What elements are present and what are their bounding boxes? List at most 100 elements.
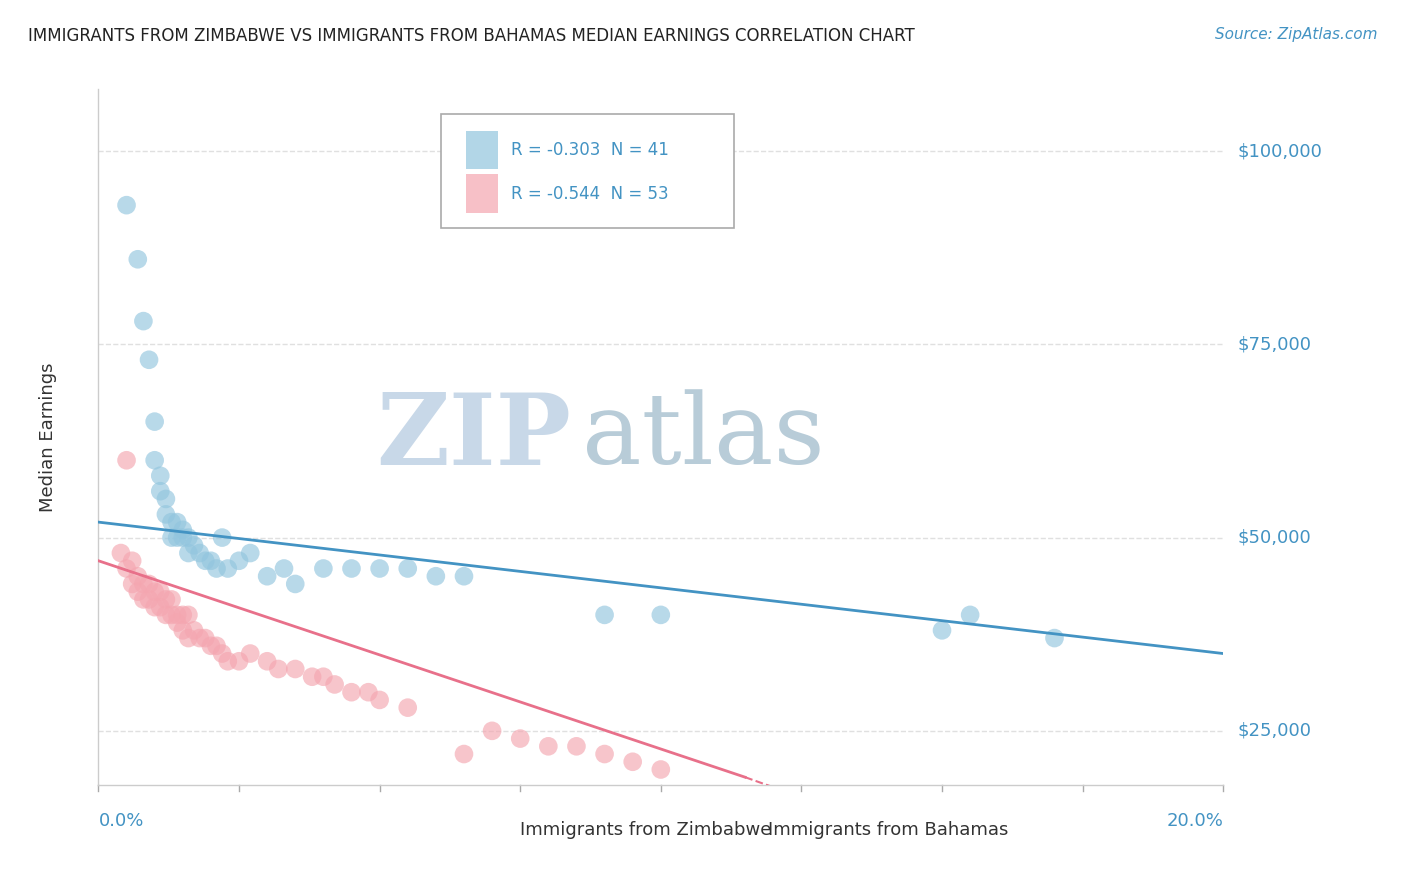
Point — [143, 584, 166, 599]
Text: Immigrants from Bahamas: Immigrants from Bahamas — [768, 822, 1008, 839]
Point — [200, 554, 222, 568]
Point — [166, 531, 188, 545]
FancyBboxPatch shape — [441, 113, 734, 228]
Point — [650, 607, 672, 622]
Point — [357, 685, 380, 699]
Point — [267, 662, 290, 676]
Point — [177, 546, 200, 560]
Point — [959, 607, 981, 622]
Point — [183, 538, 205, 552]
Text: $100,000: $100,000 — [1237, 142, 1322, 160]
Point — [368, 561, 391, 575]
Point — [323, 677, 346, 691]
Point — [155, 592, 177, 607]
Point — [453, 569, 475, 583]
Point — [565, 739, 588, 754]
Point — [149, 584, 172, 599]
Text: ZIP: ZIP — [375, 389, 571, 485]
Point — [211, 531, 233, 545]
Point — [177, 631, 200, 645]
Point — [172, 523, 194, 537]
Point — [138, 352, 160, 367]
Text: Source: ZipAtlas.com: Source: ZipAtlas.com — [1215, 27, 1378, 42]
Point — [132, 577, 155, 591]
Text: $50,000: $50,000 — [1237, 529, 1310, 547]
Text: IMMIGRANTS FROM ZIMBABWE VS IMMIGRANTS FROM BAHAMAS MEDIAN EARNINGS CORRELATION : IMMIGRANTS FROM ZIMBABWE VS IMMIGRANTS F… — [28, 27, 915, 45]
Point — [115, 561, 138, 575]
Point — [217, 561, 239, 575]
Point — [132, 314, 155, 328]
Point — [650, 763, 672, 777]
Text: R = -0.303  N = 41: R = -0.303 N = 41 — [512, 141, 669, 159]
Point — [127, 252, 149, 267]
Point — [593, 607, 616, 622]
Point — [396, 561, 419, 575]
Point — [138, 592, 160, 607]
Point — [177, 531, 200, 545]
Point — [155, 508, 177, 522]
Point — [537, 739, 560, 754]
Point — [396, 700, 419, 714]
Point — [149, 484, 172, 499]
Point — [127, 584, 149, 599]
Point — [481, 723, 503, 738]
Point — [284, 577, 307, 591]
Point — [166, 515, 188, 529]
Point — [110, 546, 132, 560]
Point — [155, 491, 177, 506]
Point — [217, 654, 239, 668]
Point — [160, 592, 183, 607]
Point — [368, 693, 391, 707]
Point — [194, 554, 217, 568]
Text: Immigrants from Zimbabwe: Immigrants from Zimbabwe — [520, 822, 772, 839]
Point — [621, 755, 644, 769]
Point — [115, 198, 138, 212]
Text: R = -0.544  N = 53: R = -0.544 N = 53 — [512, 185, 669, 202]
Point — [172, 624, 194, 638]
Point — [931, 624, 953, 638]
Point — [166, 607, 188, 622]
Point — [160, 607, 183, 622]
Point — [183, 624, 205, 638]
Point — [188, 546, 211, 560]
Point — [706, 809, 728, 823]
Point — [340, 561, 363, 575]
Point — [115, 453, 138, 467]
Point — [200, 639, 222, 653]
Point — [205, 561, 228, 575]
Point — [273, 561, 295, 575]
Point — [256, 569, 278, 583]
Point — [121, 577, 143, 591]
Text: $75,000: $75,000 — [1237, 335, 1312, 353]
Point — [425, 569, 447, 583]
Point — [205, 639, 228, 653]
Point — [160, 531, 183, 545]
Bar — [467, 175, 498, 212]
Bar — [734, 816, 759, 844]
Point — [149, 600, 172, 615]
Point — [121, 554, 143, 568]
Point — [188, 631, 211, 645]
Point — [239, 647, 262, 661]
Point — [172, 531, 194, 545]
Point — [312, 670, 335, 684]
Point — [228, 654, 250, 668]
Point — [194, 631, 217, 645]
Point — [593, 747, 616, 761]
Point — [228, 554, 250, 568]
Point — [138, 577, 160, 591]
Point — [132, 592, 155, 607]
Point — [312, 561, 335, 575]
Point — [239, 546, 262, 560]
Text: Median Earnings: Median Earnings — [39, 362, 56, 512]
Point — [453, 747, 475, 761]
Text: 20.0%: 20.0% — [1167, 812, 1223, 830]
Point — [143, 453, 166, 467]
Point — [256, 654, 278, 668]
Point — [284, 662, 307, 676]
Point — [127, 569, 149, 583]
Point — [172, 607, 194, 622]
Point — [177, 607, 200, 622]
Point — [1043, 631, 1066, 645]
Point — [160, 515, 183, 529]
